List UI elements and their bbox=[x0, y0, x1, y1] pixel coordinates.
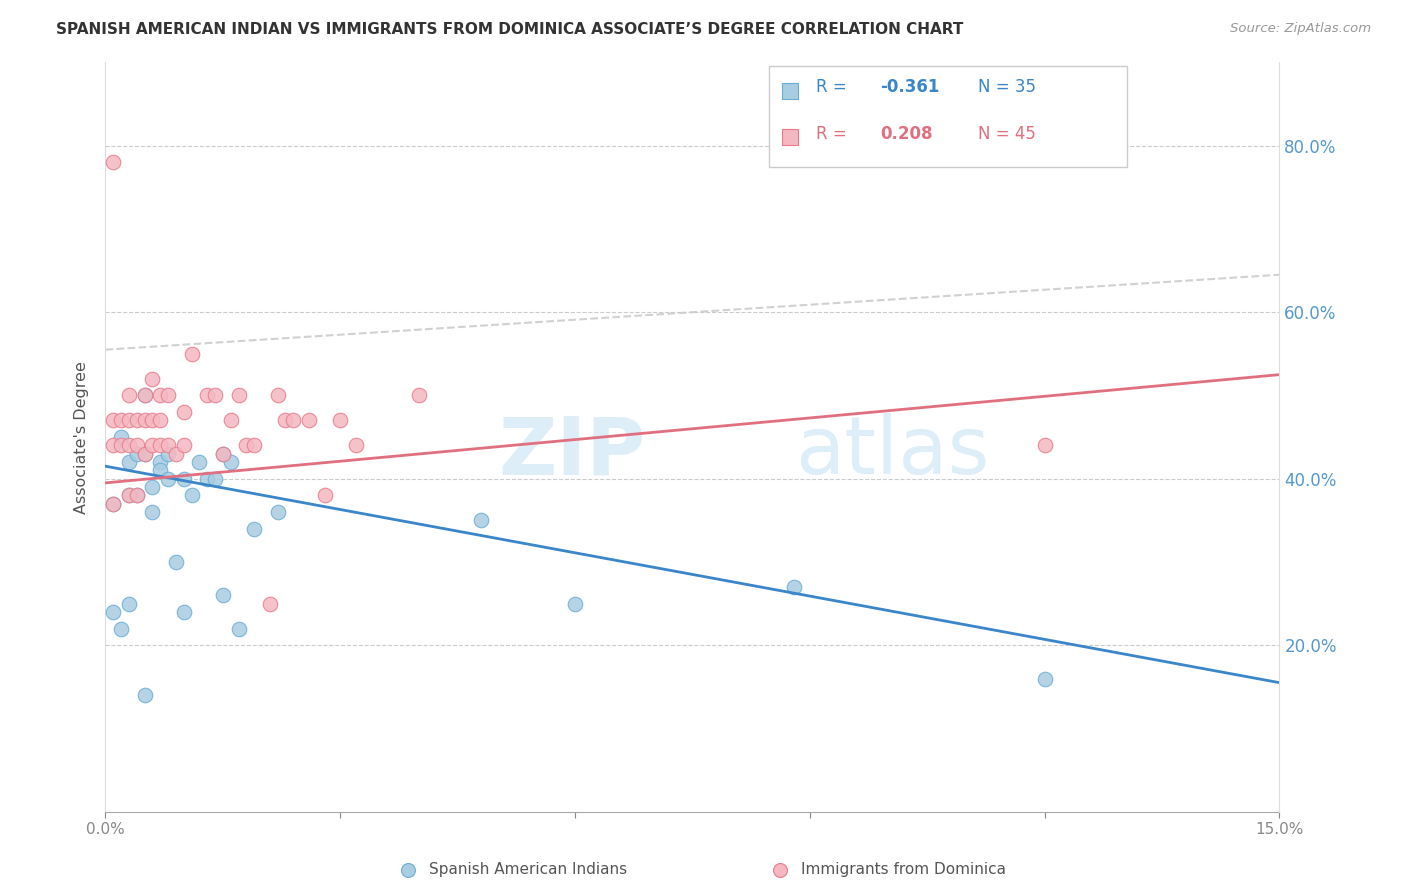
Point bbox=[157, 447, 180, 461]
Point bbox=[118, 388, 141, 402]
Point bbox=[149, 413, 172, 427]
Point bbox=[283, 413, 305, 427]
Point bbox=[134, 388, 156, 402]
Point bbox=[195, 388, 218, 402]
Point bbox=[134, 413, 156, 427]
Point bbox=[564, 597, 586, 611]
Point bbox=[173, 405, 195, 419]
Point bbox=[103, 605, 125, 619]
Point bbox=[1033, 438, 1056, 452]
Point bbox=[110, 438, 132, 452]
Point bbox=[1033, 672, 1056, 686]
Point bbox=[180, 347, 202, 361]
Point bbox=[298, 413, 321, 427]
Text: atlas: atlas bbox=[794, 413, 990, 491]
Point bbox=[141, 413, 163, 427]
Point bbox=[188, 455, 211, 469]
Text: -0.361: -0.361 bbox=[880, 78, 939, 96]
Point bbox=[228, 388, 250, 402]
Text: SPANISH AMERICAN INDIAN VS IMMIGRANTS FROM DOMINICA ASSOCIATE’S DEGREE CORRELATI: SPANISH AMERICAN INDIAN VS IMMIGRANTS FR… bbox=[56, 22, 963, 37]
Point bbox=[118, 488, 141, 502]
Point bbox=[274, 413, 297, 427]
Point bbox=[141, 438, 163, 452]
Text: ZIP: ZIP bbox=[498, 413, 645, 491]
Point bbox=[103, 155, 125, 169]
Point bbox=[219, 413, 242, 427]
Point bbox=[118, 413, 141, 427]
Point bbox=[141, 505, 163, 519]
Point bbox=[173, 472, 195, 486]
Point bbox=[344, 438, 367, 452]
Point bbox=[204, 472, 226, 486]
Point bbox=[125, 447, 148, 461]
Point bbox=[266, 388, 288, 402]
Point bbox=[173, 605, 195, 619]
Text: 0.208: 0.208 bbox=[880, 125, 932, 143]
Point bbox=[408, 388, 430, 402]
Point bbox=[243, 522, 266, 536]
Text: Source: ZipAtlas.com: Source: ZipAtlas.com bbox=[1230, 22, 1371, 36]
Point bbox=[118, 455, 141, 469]
Point bbox=[157, 472, 180, 486]
Point bbox=[211, 447, 233, 461]
Point bbox=[219, 455, 242, 469]
Point bbox=[165, 555, 187, 569]
Point bbox=[103, 497, 125, 511]
Point bbox=[110, 413, 132, 427]
Point bbox=[204, 388, 226, 402]
Point bbox=[110, 622, 132, 636]
Point bbox=[103, 413, 125, 427]
Point bbox=[125, 413, 148, 427]
Point bbox=[243, 438, 266, 452]
Point bbox=[134, 388, 156, 402]
Text: R =: R = bbox=[815, 78, 852, 96]
Text: Spanish American Indians: Spanish American Indians bbox=[429, 863, 627, 877]
Point bbox=[125, 438, 148, 452]
Point bbox=[125, 488, 148, 502]
Point bbox=[228, 622, 250, 636]
Point bbox=[118, 488, 141, 502]
Point bbox=[259, 597, 281, 611]
Point bbox=[103, 438, 125, 452]
Point bbox=[141, 480, 163, 494]
Point bbox=[329, 413, 352, 427]
Point bbox=[141, 372, 163, 386]
Point bbox=[266, 505, 288, 519]
Point bbox=[195, 472, 218, 486]
Text: R =: R = bbox=[815, 125, 852, 143]
Point bbox=[110, 430, 132, 444]
FancyBboxPatch shape bbox=[769, 66, 1126, 168]
Point bbox=[235, 438, 257, 452]
Point bbox=[211, 588, 233, 602]
Point bbox=[149, 463, 172, 477]
Text: Immigrants from Dominica: Immigrants from Dominica bbox=[801, 863, 1007, 877]
Point bbox=[783, 580, 806, 594]
Point bbox=[165, 447, 187, 461]
Point bbox=[118, 438, 141, 452]
Text: N = 35: N = 35 bbox=[977, 78, 1036, 96]
Point bbox=[103, 497, 125, 511]
Point bbox=[173, 438, 195, 452]
Point bbox=[157, 438, 180, 452]
Point bbox=[470, 513, 492, 527]
Point bbox=[125, 488, 148, 502]
Point bbox=[211, 447, 233, 461]
Point bbox=[314, 488, 336, 502]
Point bbox=[157, 388, 180, 402]
Point bbox=[149, 455, 172, 469]
Point bbox=[118, 597, 141, 611]
Y-axis label: Associate's Degree: Associate's Degree bbox=[75, 360, 90, 514]
Point bbox=[149, 388, 172, 402]
Point bbox=[134, 688, 156, 702]
Point bbox=[180, 488, 202, 502]
Point bbox=[134, 447, 156, 461]
Text: N = 45: N = 45 bbox=[977, 125, 1036, 143]
Point bbox=[149, 438, 172, 452]
Point bbox=[134, 447, 156, 461]
